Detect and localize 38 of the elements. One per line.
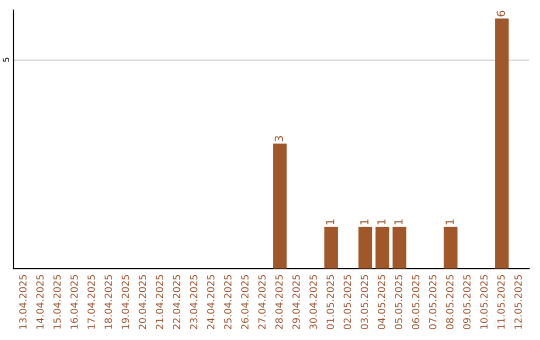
x-tick-label: 17.04.2025 (88, 275, 95, 329)
y-tick-label: 5 (2, 58, 10, 62)
x-tick-label: 24.04.2025 (207, 275, 214, 330)
x-tick-label: 01.05.2025 (326, 275, 334, 330)
x-tick-label: 30.04.2025 (310, 275, 317, 330)
x-tick-label: 03.05.2025 (360, 275, 368, 330)
data-label: 1 (446, 219, 454, 224)
x-tick-label: 25.04.2025 (224, 275, 232, 330)
data-label: 3 (274, 136, 284, 142)
x-tick-label: 08.05.2025 (446, 275, 454, 330)
x-tick-label: 13.04.2025 (19, 275, 27, 329)
x-tick-label: 06.05.2025 (412, 275, 420, 330)
x-tick-label: 21.04.2025 (156, 275, 164, 330)
data-label: 1 (377, 219, 386, 224)
x-tick-label: 19.04.2025 (122, 275, 130, 329)
data-label: 1 (326, 219, 334, 224)
x-tick-label: 22.04.2025 (172, 275, 180, 330)
x-tick-label: 20.04.2025 (138, 275, 146, 330)
x-tick-label: 05.05.2025 (394, 275, 402, 330)
x-tick-label: 26.04.2025 (241, 275, 249, 330)
x-tick-label: 16.04.2025 (70, 275, 78, 329)
x-tick-label: 14.04.2025 (36, 275, 44, 329)
data-label: 6 (496, 10, 506, 16)
x-tick-label: 12.05.2025 (514, 275, 522, 329)
x-tick-label: 18.04.2025 (104, 275, 112, 329)
x-tick-label: 27.04.2025 (258, 275, 266, 330)
x-tick-label: 09.05.2025 (463, 275, 471, 330)
x-tick-label: 10.05.2025 (480, 275, 488, 329)
data-label: 1 (394, 219, 402, 224)
x-tick-label: 07.05.2025 (429, 275, 436, 330)
x-tick-label: 04.05.2025 (378, 275, 386, 330)
x-tick-label: 23.04.2025 (190, 275, 198, 330)
x-tick-label: 15.04.2025 (53, 275, 61, 329)
x-tick-label: 02.05.2025 (344, 275, 352, 330)
x-tick-label: 11.05.2025 (497, 275, 505, 329)
data-label: 1 (360, 219, 368, 224)
x-tick-label: 28.04.2025 (275, 275, 283, 330)
x-tick-label: 29.04.2025 (292, 275, 300, 330)
